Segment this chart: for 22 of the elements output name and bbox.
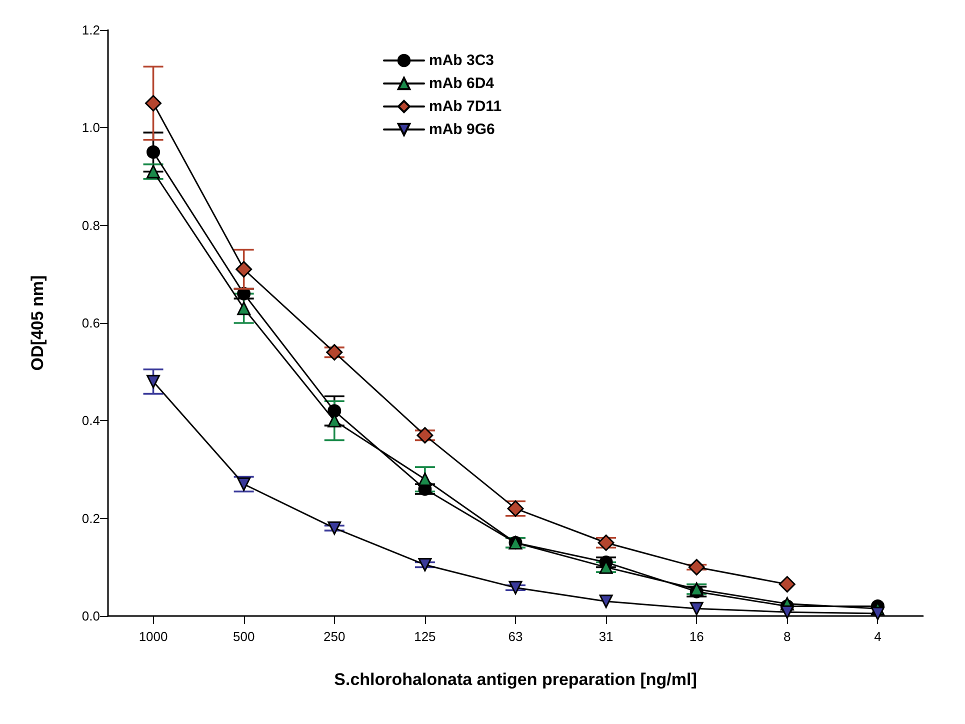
y-axis-title: OD[405 nm] bbox=[28, 275, 47, 371]
y-tick-label: 1.0 bbox=[82, 120, 100, 136]
legend-label: mAb 3C3 bbox=[429, 52, 494, 69]
y-tick-label: 0.4 bbox=[82, 413, 100, 428]
x-tick-label: 31 bbox=[598, 629, 614, 644]
x-tick-label: 8 bbox=[784, 629, 791, 644]
legend-label: mAb 6D4 bbox=[429, 75, 495, 92]
x-tick-label: 4 bbox=[874, 629, 882, 644]
x-tick-label: 63 bbox=[508, 629, 523, 644]
x-tick-label: 500 bbox=[232, 629, 255, 644]
legend-label: mAb 7D11 bbox=[429, 98, 502, 115]
y-tick-label: 0.6 bbox=[82, 316, 100, 330]
y-tick-label: 0.0 bbox=[82, 608, 100, 624]
legend-label: mAb 9G6 bbox=[429, 121, 495, 138]
x-axis-title: S.chlorohalonata antigen preparation [ng/ml] bbox=[334, 670, 697, 689]
y-tick-label: 0.2 bbox=[82, 510, 100, 526]
x-tick-label: 1000 bbox=[138, 629, 168, 644]
x-tick-label: 250 bbox=[324, 629, 346, 644]
x-tick-label: 16 bbox=[689, 629, 704, 644]
y-tick-label: 1.2 bbox=[82, 22, 100, 38]
x-tick-label: 125 bbox=[414, 629, 436, 644]
y-tick-label: 0.8 bbox=[82, 218, 100, 233]
